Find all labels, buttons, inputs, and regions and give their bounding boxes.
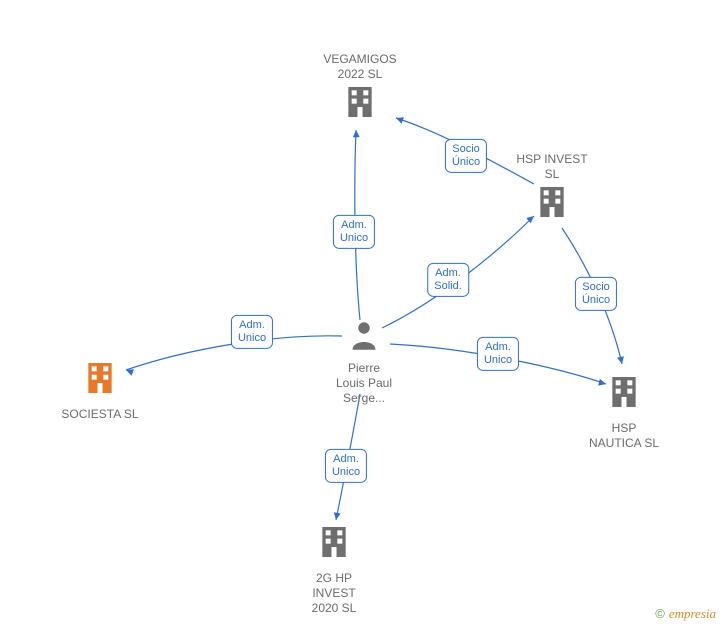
- node-vegamigos[interactable]: VEGAMIGOS 2022 SL: [300, 48, 420, 127]
- node-label: HSP INVEST SL: [492, 152, 612, 182]
- edge-label-adm-solid: Adm. Solid.: [427, 263, 469, 297]
- edge-label-adm-unico: Adm. Unico: [333, 215, 375, 249]
- building-icon: [340, 82, 380, 127]
- node-label: Pierre Louis Paul Serge...: [304, 361, 424, 406]
- node-label: VEGAMIGOS 2022 SL: [300, 52, 420, 82]
- copyright-symbol: ©: [655, 606, 665, 621]
- node-label: HSP NAUTICA SL: [564, 421, 684, 451]
- brand-name: empresia: [669, 606, 716, 621]
- node-label: SOCIESTA SL: [40, 407, 160, 422]
- diagram-canvas: VEGAMIGOS 2022 SL HSP INVEST SL HSP NAUT…: [0, 0, 728, 630]
- edge-label-adm-unico: Adm. Unico: [477, 337, 519, 371]
- building-icon: [604, 372, 644, 417]
- node-2g-hp-invest-2020[interactable]: 2G HP INVEST 2020 SL: [274, 522, 394, 616]
- node-sociesta[interactable]: SOCIESTA SL: [40, 358, 160, 422]
- building-icon: [532, 182, 572, 227]
- node-hsp-invest[interactable]: HSP INVEST SL: [492, 148, 612, 227]
- person-icon: [350, 320, 378, 357]
- edge-label-adm-unico: Adm. Unico: [325, 449, 367, 483]
- building-icon: [80, 358, 120, 403]
- node-center-person[interactable]: Pierre Louis Paul Serge...: [304, 320, 424, 406]
- edge-label-socio-unico: Socio Único: [445, 139, 487, 173]
- edge-label-adm-unico: Adm. Unico: [231, 315, 273, 349]
- node-label: 2G HP INVEST 2020 SL: [274, 571, 394, 616]
- edge-label-socio-unico: Socio Único: [575, 277, 617, 311]
- watermark: © empresia: [655, 606, 716, 622]
- building-icon: [314, 522, 354, 567]
- node-hsp-nautica[interactable]: HSP NAUTICA SL: [564, 372, 684, 451]
